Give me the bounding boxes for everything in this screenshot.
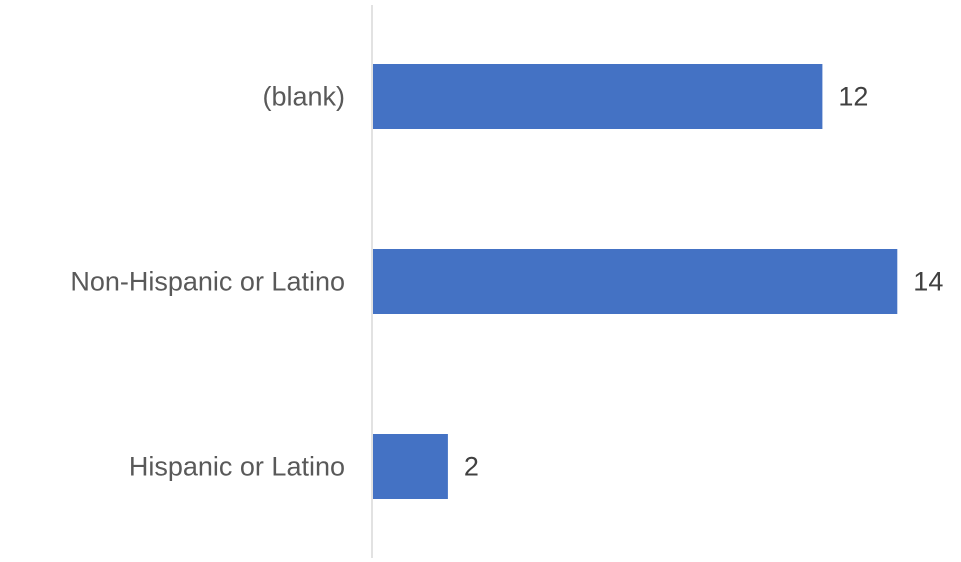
bar-non-hispanic-or-latino	[373, 249, 898, 314]
data-label-hispanic-or-latino: 2	[464, 452, 479, 482]
data-labels-group: 12 14 2	[464, 82, 943, 482]
data-label-non-hispanic-or-latino: 14	[913, 267, 943, 297]
category-label-blank: (blank)	[262, 82, 345, 112]
bar-hispanic-or-latino	[373, 434, 448, 499]
bars-group	[373, 64, 898, 499]
category-label-hispanic-or-latino: Hispanic or Latino	[129, 452, 345, 482]
category-labels-group: (blank) Non-Hispanic or Latino Hispanic or…	[70, 82, 345, 482]
bar-blank	[373, 64, 823, 129]
data-label-blank: 12	[838, 82, 868, 112]
category-label-non-hispanic-or-latino: Non-Hispanic or Latino	[70, 267, 345, 297]
